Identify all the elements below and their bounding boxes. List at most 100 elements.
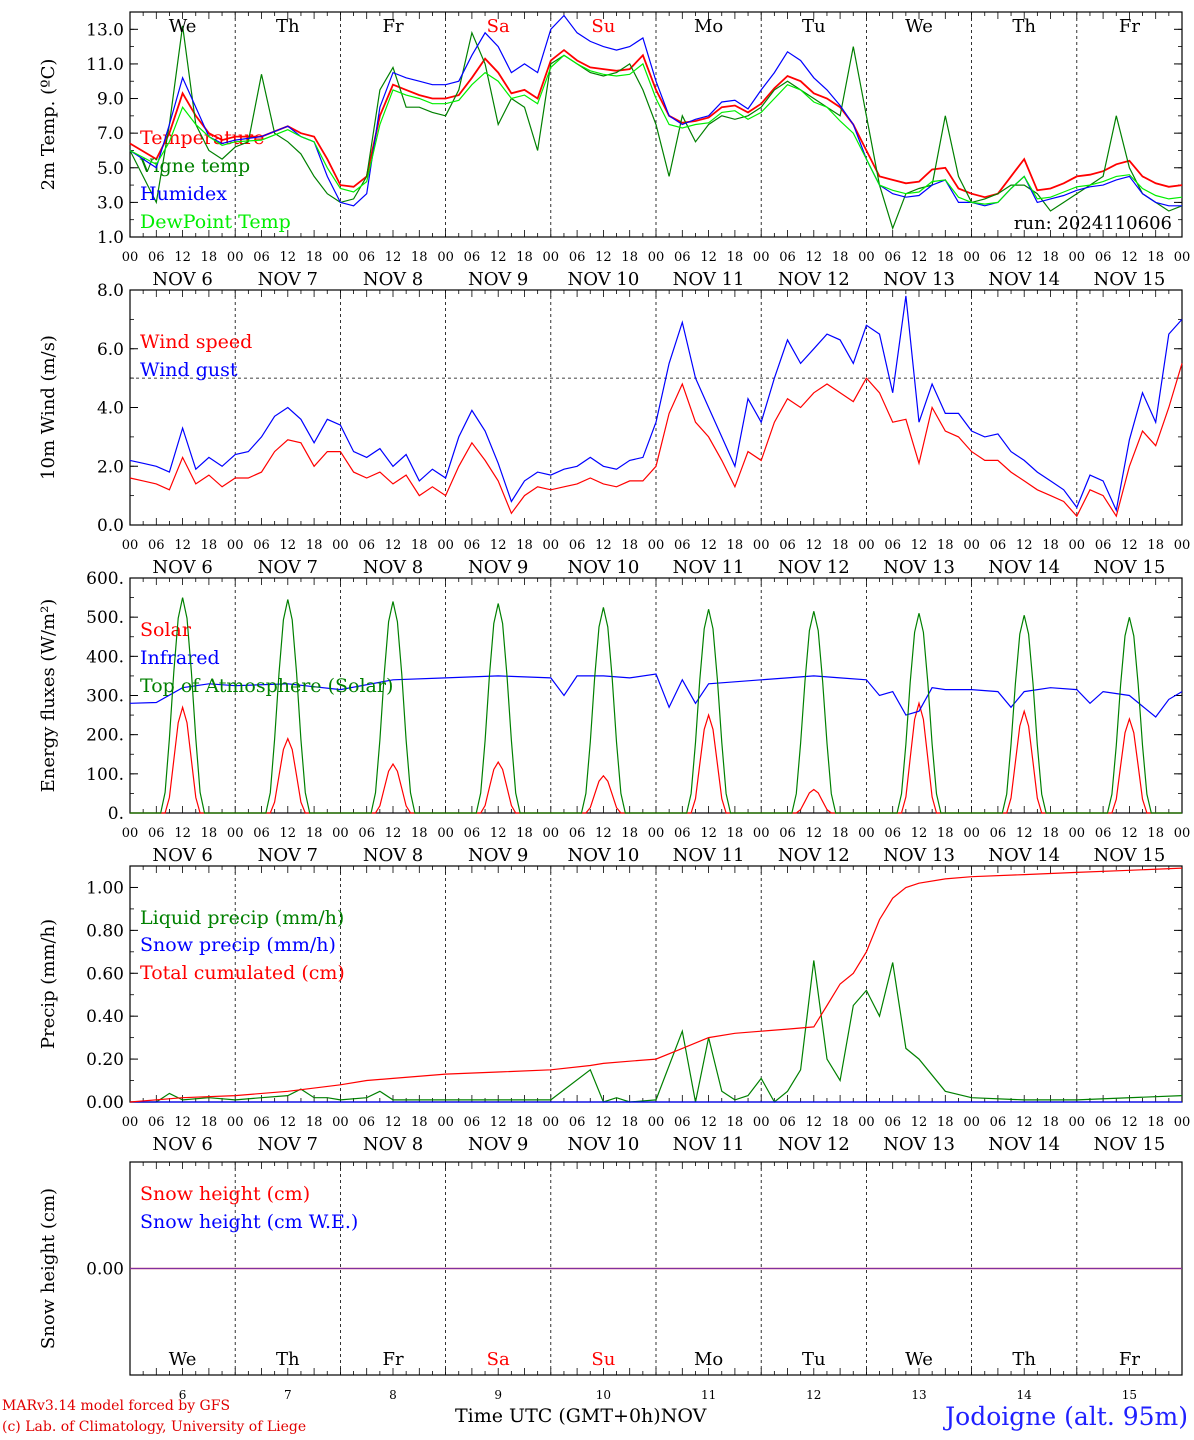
- hour-label: 18: [306, 250, 323, 265]
- day-number-label: 8: [389, 1388, 397, 1402]
- hour-label: 06: [358, 250, 375, 265]
- y-tick-label: 7.0: [97, 124, 124, 144]
- hour-label: 00: [858, 538, 875, 553]
- x-axis-month: NOV: [660, 1405, 707, 1427]
- date-label: NOV 11: [673, 557, 745, 578]
- date-label: NOV 11: [673, 269, 745, 290]
- y-tick-label: 0.40: [86, 1007, 124, 1027]
- hour-label: 06: [674, 250, 691, 265]
- hour-label: 18: [1147, 1115, 1164, 1130]
- y-tick-label: 200.: [86, 726, 124, 746]
- hour-label: 18: [832, 826, 849, 841]
- hour-label: 06: [358, 826, 375, 841]
- date-label: NOV 10: [567, 1134, 639, 1155]
- date-label: NOV 15: [1093, 845, 1165, 866]
- hour-label: 18: [621, 538, 638, 553]
- date-label: NOV 6: [152, 557, 212, 578]
- y-axis-label: 2m Temp. (ºC): [38, 59, 59, 191]
- hour-label: 12: [1121, 538, 1138, 553]
- hour-label: 06: [253, 250, 270, 265]
- hour-label: 12: [1121, 1115, 1138, 1130]
- date-label: NOV 11: [673, 1134, 745, 1155]
- date-label: NOV 12: [778, 557, 850, 578]
- hour-label: 00: [858, 826, 875, 841]
- hour-label: 06: [884, 538, 901, 553]
- day-number-label: 12: [806, 1388, 821, 1402]
- hour-label: 06: [569, 1115, 586, 1130]
- weekday-label: We: [169, 1349, 197, 1370]
- day-number-label: 14: [1017, 1388, 1033, 1402]
- hour-label: 00: [753, 826, 770, 841]
- hour-label: 00: [858, 250, 875, 265]
- date-label: NOV 7: [258, 1134, 318, 1155]
- weekday-label: Fr: [382, 1349, 403, 1370]
- hour-label: 18: [516, 250, 533, 265]
- hour-label: 06: [990, 826, 1007, 841]
- y-tick-label: 2.0: [97, 457, 124, 477]
- date-label: NOV 8: [363, 1134, 423, 1155]
- hour-label: 06: [884, 826, 901, 841]
- date-label: NOV 9: [468, 557, 528, 578]
- hour-label: 06: [148, 250, 165, 265]
- hour-label: 06: [464, 1115, 481, 1130]
- hour-label: 18: [1147, 538, 1164, 553]
- hour-label: 12: [595, 1115, 612, 1130]
- y-tick-label: 600.: [86, 569, 124, 589]
- date-label: NOV 14: [988, 845, 1060, 866]
- hour-label: 00: [227, 538, 244, 553]
- hour-label: 12: [385, 538, 402, 553]
- hour-label: 00: [227, 826, 244, 841]
- y-axis-label: Energy fluxes (W/m²): [38, 599, 59, 793]
- hour-label: 18: [1042, 826, 1059, 841]
- hour-label: 06: [1095, 826, 1112, 841]
- hour-label: 12: [911, 250, 928, 265]
- y-tick-label: 0.0: [97, 516, 124, 536]
- hour-label: 18: [201, 1115, 218, 1130]
- series-line-wind-gust: [129, 295, 1183, 513]
- hour-label: 12: [595, 250, 612, 265]
- hour-label: 18: [411, 826, 428, 841]
- date-label: NOV 9: [468, 845, 528, 866]
- hour-label: 06: [674, 538, 691, 553]
- hour-label: 06: [674, 826, 691, 841]
- panel-precip: 0.00 0.20 0.40 0.60 0.80 1.00 Precip (mm/h) Liq…: [38, 865, 1190, 1155]
- model-credit: MARv3.14 model forced by GFS: [2, 1398, 231, 1414]
- y-tick-label: 500.: [86, 608, 124, 628]
- hour-label: 06: [253, 1115, 270, 1130]
- date-label: NOV 15: [1093, 557, 1165, 578]
- y-tick-label: 0.60: [86, 964, 124, 984]
- y-tick-label: 11.0: [86, 55, 124, 75]
- hour-label: 00: [332, 538, 349, 553]
- date-label: NOV 10: [567, 557, 639, 578]
- y-tick-label: 5.0: [97, 159, 124, 179]
- hour-label: 00: [1069, 250, 1086, 265]
- hour-label: 12: [385, 826, 402, 841]
- hour-label: 18: [516, 538, 533, 553]
- day-number-label: 10: [596, 1388, 611, 1402]
- series-line-vigne-temp: [129, 25, 1183, 231]
- legend-entry: Solar: [140, 619, 192, 641]
- hour-label: 00: [437, 1115, 454, 1130]
- hour-label: 06: [1095, 1115, 1112, 1130]
- legend-entry: Wind speed: [140, 331, 252, 353]
- hour-label: 00: [543, 250, 560, 265]
- hour-label: 12: [174, 250, 191, 265]
- hour-label: 18: [621, 826, 638, 841]
- hour-label: 12: [700, 826, 717, 841]
- date-label: NOV 14: [988, 1134, 1060, 1155]
- hour-label: 06: [569, 250, 586, 265]
- y-tick-label: 0.00: [86, 1093, 124, 1113]
- hour-label: 00: [963, 826, 980, 841]
- location-title: Jodoigne (alt. 95m): [945, 1402, 1188, 1431]
- legend-entry: Top of Atmosphere (Solar): [140, 675, 393, 697]
- date-label: NOV 12: [778, 845, 850, 866]
- hour-label: 00: [648, 1115, 665, 1130]
- hour-label: 18: [1042, 1115, 1059, 1130]
- lab-credit: (c) Lab. of Climatology, University of L…: [2, 1419, 307, 1435]
- hour-label: 12: [1016, 826, 1033, 841]
- hour-label: 06: [148, 826, 165, 841]
- legend-entry: Snow height (cm): [140, 1183, 310, 1205]
- hour-label: 12: [280, 826, 297, 841]
- hour-label: 18: [832, 1115, 849, 1130]
- hour-label: 18: [306, 1115, 323, 1130]
